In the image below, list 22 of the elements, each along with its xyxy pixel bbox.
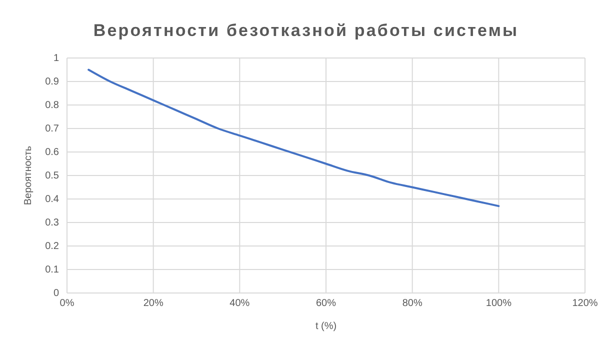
x-tick-label: 100% [486, 298, 512, 310]
y-tick-label: 0.3 [45, 218, 60, 229]
y-tick-label: 0.1 [45, 264, 60, 276]
y-tick-label: 0.2 [45, 241, 60, 252]
line-series [88, 68, 500, 208]
x-tick-label: 60% [316, 298, 336, 310]
y-tick-label: 1 [53, 53, 60, 64]
y-tick-label: 0.9 [45, 76, 60, 88]
y-tick-label: 0.8 [45, 100, 60, 112]
y-tick-label: 0.7 [45, 124, 60, 135]
x-axis-title: t (%) [315, 321, 337, 332]
x-tick-label: 40% [230, 298, 250, 310]
y-axis-title: Вероятность [23, 146, 34, 206]
y-tick-label: 0.6 [45, 147, 60, 158]
x-tick-label: 20% [143, 298, 164, 310]
y-tick-label: 0.5 [45, 170, 60, 182]
x-tick-label: 80% [402, 298, 422, 310]
x-tick-label: 0% [60, 298, 74, 310]
y-tick-label: 0 [53, 288, 60, 300]
chart-title: Вероятности безотказной работы системы [93, 21, 519, 40]
x-tick-label: 120% [572, 298, 598, 310]
y-tick-label: 0.4 [45, 194, 60, 206]
